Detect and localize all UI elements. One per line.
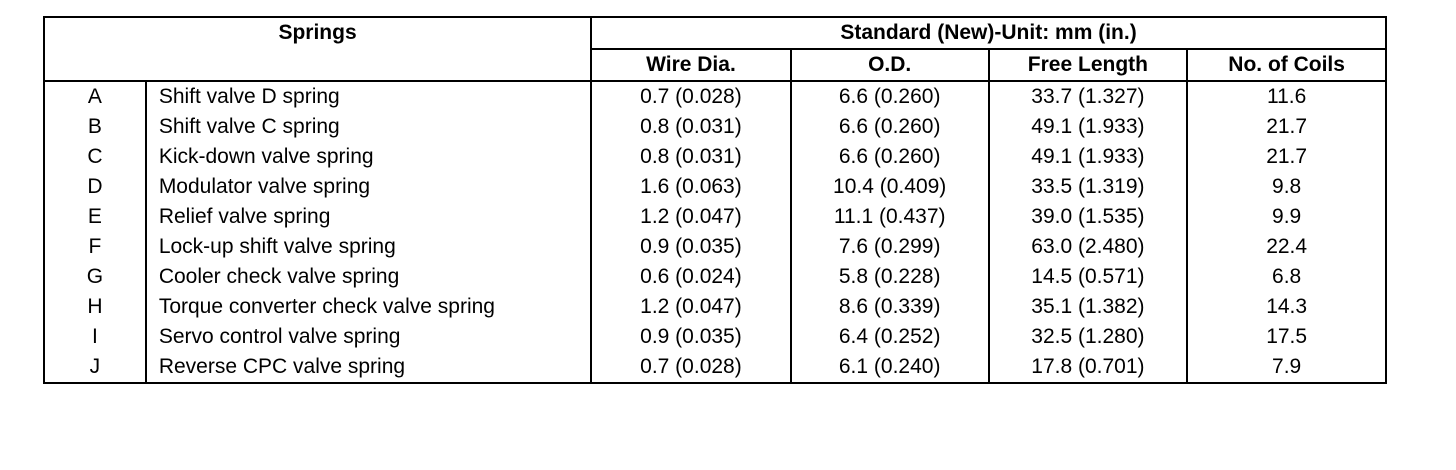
coil-count: 9.8 bbox=[1186, 172, 1387, 202]
spring-letter: D bbox=[43, 172, 147, 202]
table-header: Springs Standard (New)-Unit: mm (in.) Wi… bbox=[42, 17, 1387, 82]
spring-row: A Shift valve D spring 0.7 (0.028) 6.6 (0.2… bbox=[43, 81, 1387, 112]
coil-count: 6.8 bbox=[1186, 262, 1387, 292]
outer-diameter: 6.6 (0.260) bbox=[789, 142, 990, 172]
spring-letter: I bbox=[43, 322, 147, 352]
wire-dia: 1.6 (0.063) bbox=[590, 172, 792, 202]
subheader-row: Wire Dia. O.D. Free Length No. of Coils bbox=[44, 49, 1387, 82]
coil-count: 17.5 bbox=[1186, 322, 1387, 352]
spring-name: Reverse CPC valve spring bbox=[144, 352, 593, 383]
spring-name: Cooler check valve spring bbox=[144, 262, 593, 292]
outer-diameter: 6.6 (0.260) bbox=[789, 112, 990, 142]
coil-count: 7.9 bbox=[1186, 352, 1387, 383]
spring-letter: J bbox=[43, 352, 147, 383]
spring-row: E Relief valve spring 1.2 (0.047) 11.1 (0.4… bbox=[43, 202, 1387, 232]
outer-diameter: 6.1 (0.240) bbox=[789, 352, 990, 383]
spring-letter: C bbox=[43, 142, 147, 172]
spring-letter: B bbox=[43, 112, 147, 142]
spring-name: Servo control valve spring bbox=[144, 322, 593, 352]
spring-row: D Modulator valve spring 1.6 (0.063) 10.4 (… bbox=[43, 172, 1387, 202]
wire-dia: 0.9 (0.035) bbox=[590, 322, 792, 352]
free-length: 17.8 (0.701) bbox=[987, 352, 1189, 383]
column-header: O.D. bbox=[789, 49, 990, 82]
free-length: 33.7 (1.327) bbox=[987, 81, 1189, 112]
free-length: 35.1 (1.382) bbox=[987, 292, 1189, 322]
column-header: No. of Coils bbox=[1186, 49, 1387, 82]
spring-letter: F bbox=[43, 232, 147, 262]
free-length: 49.1 (1.933) bbox=[987, 112, 1189, 142]
wire-dia: 0.9 (0.035) bbox=[590, 232, 792, 262]
coil-count: 11.6 bbox=[1186, 81, 1387, 112]
coil-count: 21.7 bbox=[1186, 142, 1387, 172]
spring-row: B Shift valve C spring 0.8 (0.031) 6.6 (0.2… bbox=[43, 112, 1387, 142]
free-length: 14.5 (0.571) bbox=[987, 262, 1189, 292]
spring-letter: E bbox=[43, 202, 147, 232]
column-header: Wire Dia. bbox=[590, 49, 792, 82]
free-length: 39.0 (1.535) bbox=[987, 202, 1189, 232]
coil-count: 21.7 bbox=[1186, 112, 1387, 142]
outer-diameter: 6.4 (0.252) bbox=[789, 322, 990, 352]
springs-header: Springs bbox=[42, 17, 593, 82]
outer-diameter: 7.6 (0.299) bbox=[789, 232, 990, 262]
free-length: 33.5 (1.319) bbox=[987, 172, 1189, 202]
outer-diameter: 5.8 (0.228) bbox=[789, 262, 990, 292]
spring-table: Springs Standard (New)-Unit: mm (in.) Wi… bbox=[42, 16, 1387, 384]
spring-name: Lock-up shift valve spring bbox=[144, 232, 593, 262]
spring-row: J Reverse CPC valve spring 0.7 (0.028) 6.1 … bbox=[43, 352, 1387, 383]
spring-row: F Lock-up shift valve spring 0.9 (0.035) 7.… bbox=[43, 232, 1387, 262]
header-row: Springs Standard (New)-Unit: mm (in.) bbox=[42, 17, 1387, 82]
table-body: A Shift valve D spring 0.7 (0.028) 6.6 (0.2… bbox=[43, 81, 1387, 383]
spring-name: Shift valve C spring bbox=[144, 112, 593, 142]
spring-name: Torque converter check valve spring bbox=[144, 292, 593, 322]
spring-name: Relief valve spring bbox=[144, 202, 593, 232]
spring-row: G Cooler check valve spring 0.6 (0.024) 5.8… bbox=[43, 262, 1387, 292]
coil-count: 9.9 bbox=[1186, 202, 1387, 232]
wire-dia: 1.2 (0.047) bbox=[590, 202, 792, 232]
spring-name: Kick-down valve spring bbox=[144, 142, 593, 172]
wire-dia: 0.6 (0.024) bbox=[590, 262, 792, 292]
free-length: 32.5 (1.280) bbox=[987, 322, 1189, 352]
wire-dia: 0.8 (0.031) bbox=[590, 142, 792, 172]
spring-row: H Torque converter check valve spring 1.2 … bbox=[43, 292, 1387, 322]
spring-letter: A bbox=[43, 81, 147, 112]
spring-row: C Kick-down valve spring 0.8 (0.031) 6.6 (0… bbox=[43, 142, 1387, 172]
spring-name: Shift valve D spring bbox=[144, 81, 593, 112]
outer-diameter: 11.1 (0.437) bbox=[789, 202, 990, 232]
column-header: Free Length bbox=[987, 49, 1189, 82]
spring-letter: H bbox=[43, 292, 147, 322]
spring-letter: G bbox=[43, 262, 147, 292]
standard-header: Standard (New)-Unit: mm (in.) bbox=[590, 17, 1387, 50]
wire-dia: 0.8 (0.031) bbox=[590, 112, 792, 142]
outer-diameter: 10.4 (0.409) bbox=[789, 172, 990, 202]
coil-count: 14.3 bbox=[1186, 292, 1387, 322]
free-length: 49.1 (1.933) bbox=[987, 142, 1189, 172]
wire-dia: 1.2 (0.047) bbox=[590, 292, 792, 322]
coil-count: 22.4 bbox=[1186, 232, 1387, 262]
wire-dia: 0.7 (0.028) bbox=[590, 81, 792, 112]
outer-diameter: 6.6 (0.260) bbox=[789, 81, 990, 112]
spring-name: Modulator valve spring bbox=[144, 172, 593, 202]
spring-row: I Servo control valve spring 0.9 (0.035) 6.… bbox=[43, 322, 1387, 352]
outer-diameter: 8.6 (0.339) bbox=[789, 292, 990, 322]
wire-dia: 0.7 (0.028) bbox=[590, 352, 792, 383]
free-length: 63.0 (2.480) bbox=[987, 232, 1189, 262]
